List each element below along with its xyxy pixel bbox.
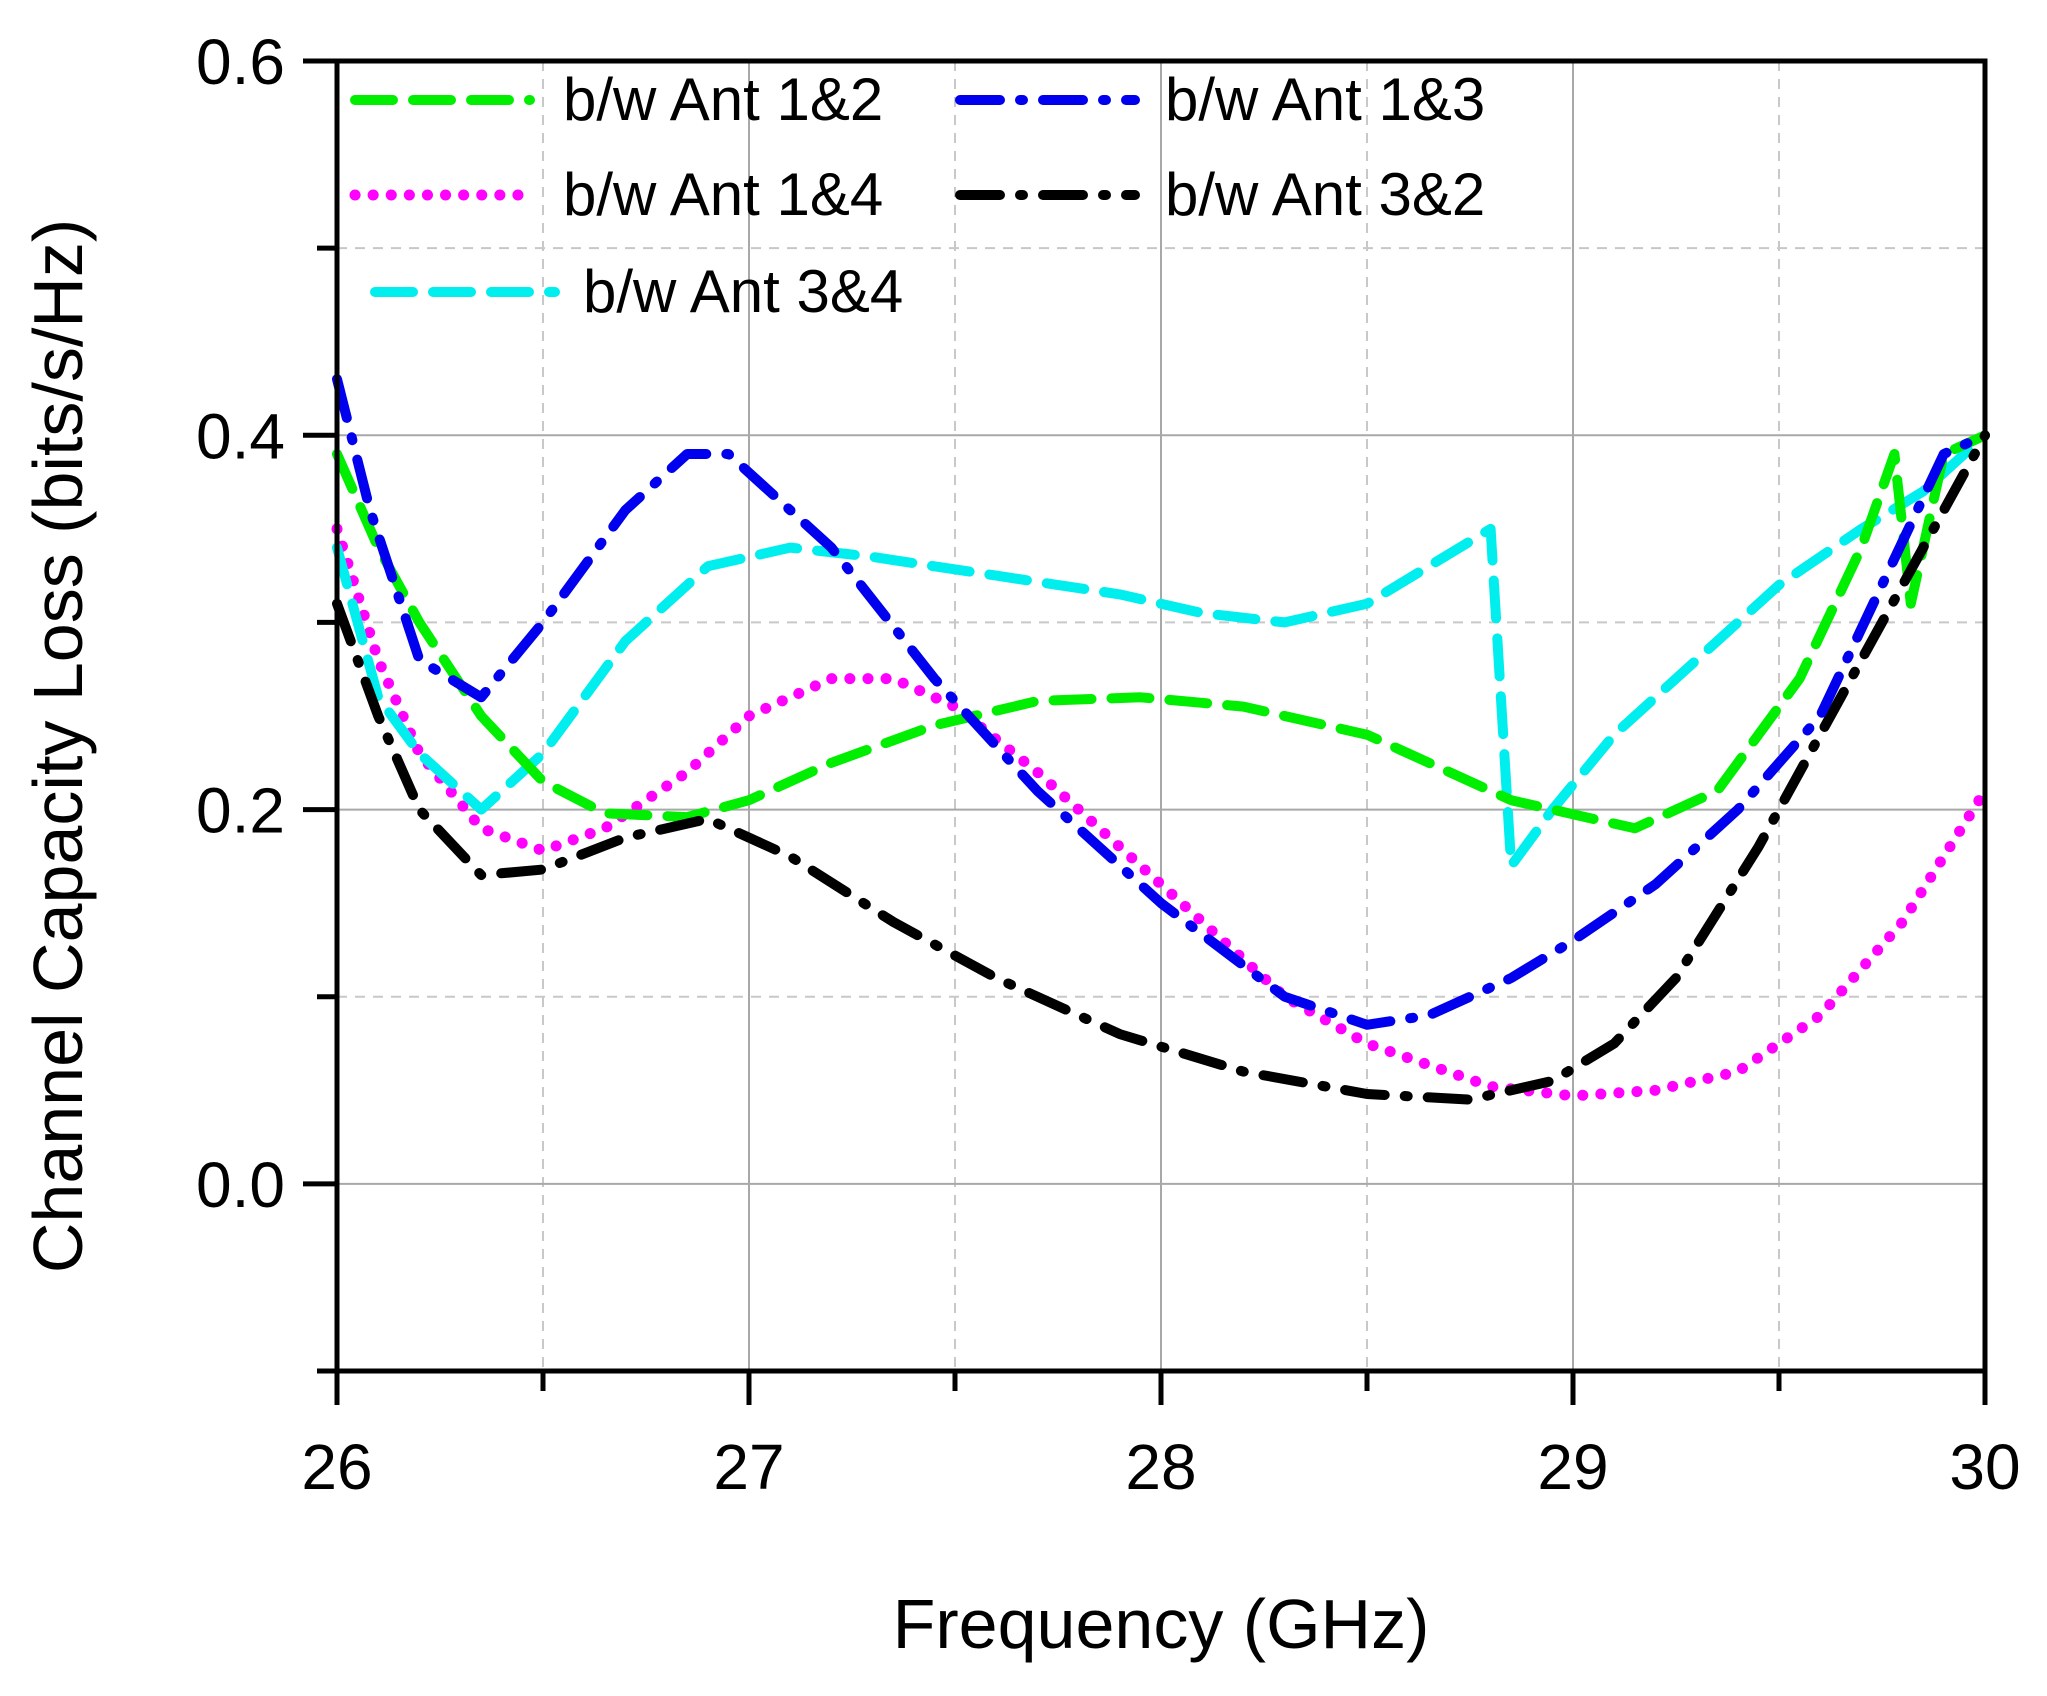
- legend-item: b/w Ant 1&3: [955, 66, 1485, 133]
- legend-item: b/w Ant 1&2: [350, 66, 883, 133]
- y-tick-label: 0.2: [196, 775, 285, 847]
- series-line-2: [332, 374, 1990, 1030]
- legend-label: b/w Ant 3&4: [583, 258, 903, 325]
- y-tick-label: 0.0: [196, 1149, 285, 1221]
- series-line-1: [332, 430, 1990, 834]
- legend-label: b/w Ant 3&2: [1165, 161, 1485, 228]
- x-tick-label: 29: [1537, 1431, 1608, 1503]
- legend-item: b/w Ant 3&2: [955, 161, 1485, 228]
- legend-label: b/w Ant 1&4: [563, 161, 883, 228]
- series-line-4: [332, 430, 1990, 1105]
- legend-item: b/w Ant 3&4: [370, 258, 903, 325]
- y-tick-label: 0.4: [196, 400, 285, 472]
- legend: b/w Ant 1&2 b/w Ant 1&3 b/w Ant 1&4 b/w Ant…: [349, 66, 1485, 325]
- legend-label: b/w Ant 1&3: [1165, 66, 1485, 133]
- y-axis-title: Channel Capacity Loss (bits/s/Hz): [19, 219, 97, 1273]
- tick-labels: 26 27 28 29 30 0.0 0.2 0.4 0.6: [196, 26, 2021, 1503]
- x-axis-title: Frequency (GHz): [893, 1585, 1430, 1663]
- ticks: [303, 58, 1988, 1405]
- series-line-5: [332, 430, 1990, 871]
- legend-label: b/w Ant 1&2: [563, 66, 883, 133]
- y-tick-label: 0.6: [196, 26, 285, 98]
- x-tick-label: 26: [301, 1431, 372, 1503]
- x-tick-label: 30: [1949, 1431, 2020, 1503]
- series-layer: [331, 374, 1991, 1105]
- x-tick-label: 28: [1125, 1431, 1196, 1503]
- x-tick-label: 27: [713, 1431, 784, 1503]
- legend-item: b/w Ant 1&4: [349, 161, 883, 228]
